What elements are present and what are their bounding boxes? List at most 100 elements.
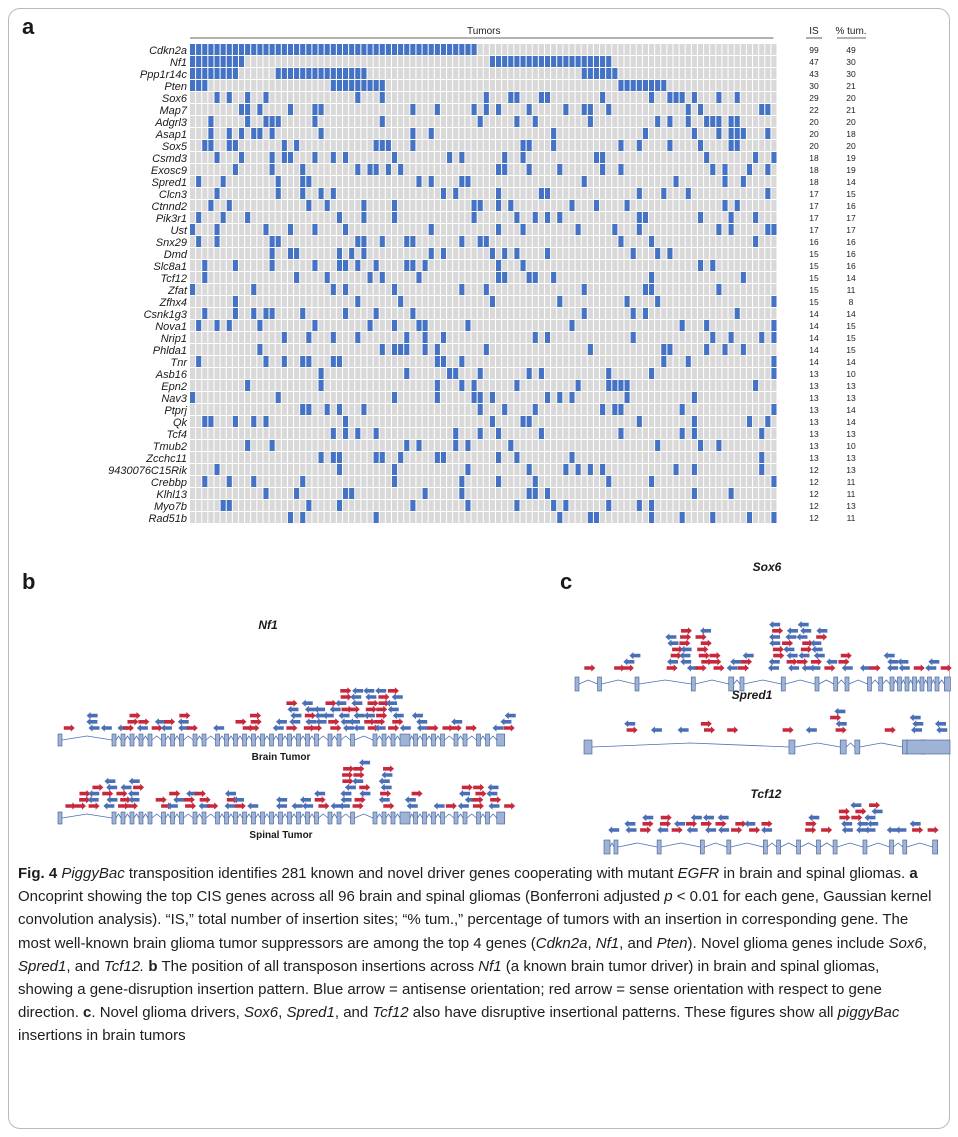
mutation-cell <box>563 464 569 475</box>
mutation-cell <box>373 140 379 151</box>
empty-cell <box>508 152 514 163</box>
empty-cell <box>257 176 263 187</box>
empty-cell <box>716 476 722 487</box>
pct-value: 16 <box>846 201 856 211</box>
empty-cell <box>367 188 373 199</box>
empty-cell <box>459 332 465 343</box>
empty-cell <box>655 140 661 151</box>
antisense-insertion-arrow <box>717 814 729 822</box>
empty-cell <box>367 200 373 211</box>
empty-cell <box>330 320 336 331</box>
empty-cell <box>251 236 257 247</box>
empty-cell <box>722 68 728 79</box>
empty-cell <box>508 428 514 439</box>
empty-cell <box>685 212 691 223</box>
mutation-cell <box>649 80 655 91</box>
empty-cell <box>416 128 422 139</box>
empty-cell <box>349 284 355 295</box>
mutation-cell <box>489 248 495 259</box>
empty-cell <box>275 56 281 67</box>
mutation-cell <box>606 56 612 67</box>
empty-cell <box>373 188 379 199</box>
mutation-cell <box>336 464 342 475</box>
mutation-cell <box>508 200 514 211</box>
empty-cell <box>459 464 465 475</box>
empty-cell <box>416 512 422 523</box>
empty-cell <box>287 296 294 307</box>
empty-cell <box>471 164 477 175</box>
empty-cell <box>600 188 606 199</box>
exon-box <box>904 676 910 692</box>
empty-cell <box>300 416 306 427</box>
empty-cell <box>263 296 269 307</box>
mutation-cell <box>275 44 281 55</box>
empty-cell <box>575 320 581 331</box>
empty-cell <box>214 116 220 127</box>
mutation-cell <box>220 68 226 79</box>
empty-cell <box>330 224 336 235</box>
sense-insertion-arrow <box>821 826 833 834</box>
empty-cell <box>471 488 477 499</box>
empty-cell <box>336 272 342 283</box>
empty-cell <box>636 380 642 391</box>
empty-cell <box>630 368 636 379</box>
empty-cell <box>593 296 600 307</box>
empty-cell <box>343 140 349 151</box>
mutation-cell <box>318 128 324 139</box>
mutation-cell <box>361 68 367 79</box>
empty-cell <box>746 452 753 463</box>
empty-cell <box>318 164 324 175</box>
empty-cell <box>581 260 587 271</box>
mutation-cell <box>263 224 269 235</box>
empty-cell <box>324 488 330 499</box>
empty-cell <box>269 512 275 523</box>
empty-cell <box>520 272 526 283</box>
empty-cell <box>251 464 257 475</box>
empty-cell <box>410 152 416 163</box>
antisense-insertion-arrow <box>177 718 189 726</box>
mutation-cell <box>489 392 495 403</box>
empty-cell <box>306 104 312 115</box>
empty-cell <box>746 392 753 403</box>
sense-insertion-arrow <box>839 814 851 822</box>
empty-cell <box>465 476 471 487</box>
empty-cell <box>642 116 648 127</box>
empty-cell <box>190 296 196 307</box>
empty-cell <box>349 440 355 451</box>
empty-cell <box>404 500 410 511</box>
mutation-cell <box>447 152 453 163</box>
empty-cell <box>593 164 600 175</box>
empty-cell <box>214 272 220 283</box>
empty-cell <box>704 92 710 103</box>
empty-cell <box>502 356 508 367</box>
empty-cell <box>336 92 342 103</box>
empty-cell <box>483 188 489 199</box>
empty-cell <box>636 308 642 319</box>
empty-cell <box>214 200 220 211</box>
mutation-cell <box>722 200 728 211</box>
mutation-cell <box>379 236 385 247</box>
empty-cell <box>477 296 483 307</box>
antisense-insertion-arrow <box>381 771 393 779</box>
empty-cell <box>551 248 557 259</box>
antisense-insertion-arrow <box>291 802 303 810</box>
empty-cell <box>526 356 532 367</box>
empty-cell <box>471 272 477 283</box>
empty-cell <box>685 368 691 379</box>
empty-cell <box>624 284 630 295</box>
empty-cell <box>318 500 324 511</box>
empty-cell <box>520 404 526 415</box>
empty-cell <box>710 368 716 379</box>
empty-cell <box>434 212 440 223</box>
empty-cell <box>428 104 434 115</box>
empty-cell <box>275 284 281 295</box>
empty-cell <box>716 380 722 391</box>
empty-cell <box>202 152 208 163</box>
mutation-cell <box>453 440 459 451</box>
empty-cell <box>765 308 771 319</box>
empty-cell <box>526 476 532 487</box>
is-value: 29 <box>809 93 819 103</box>
intron-line <box>780 842 797 848</box>
empty-cell <box>697 56 704 67</box>
empty-cell <box>551 296 557 307</box>
